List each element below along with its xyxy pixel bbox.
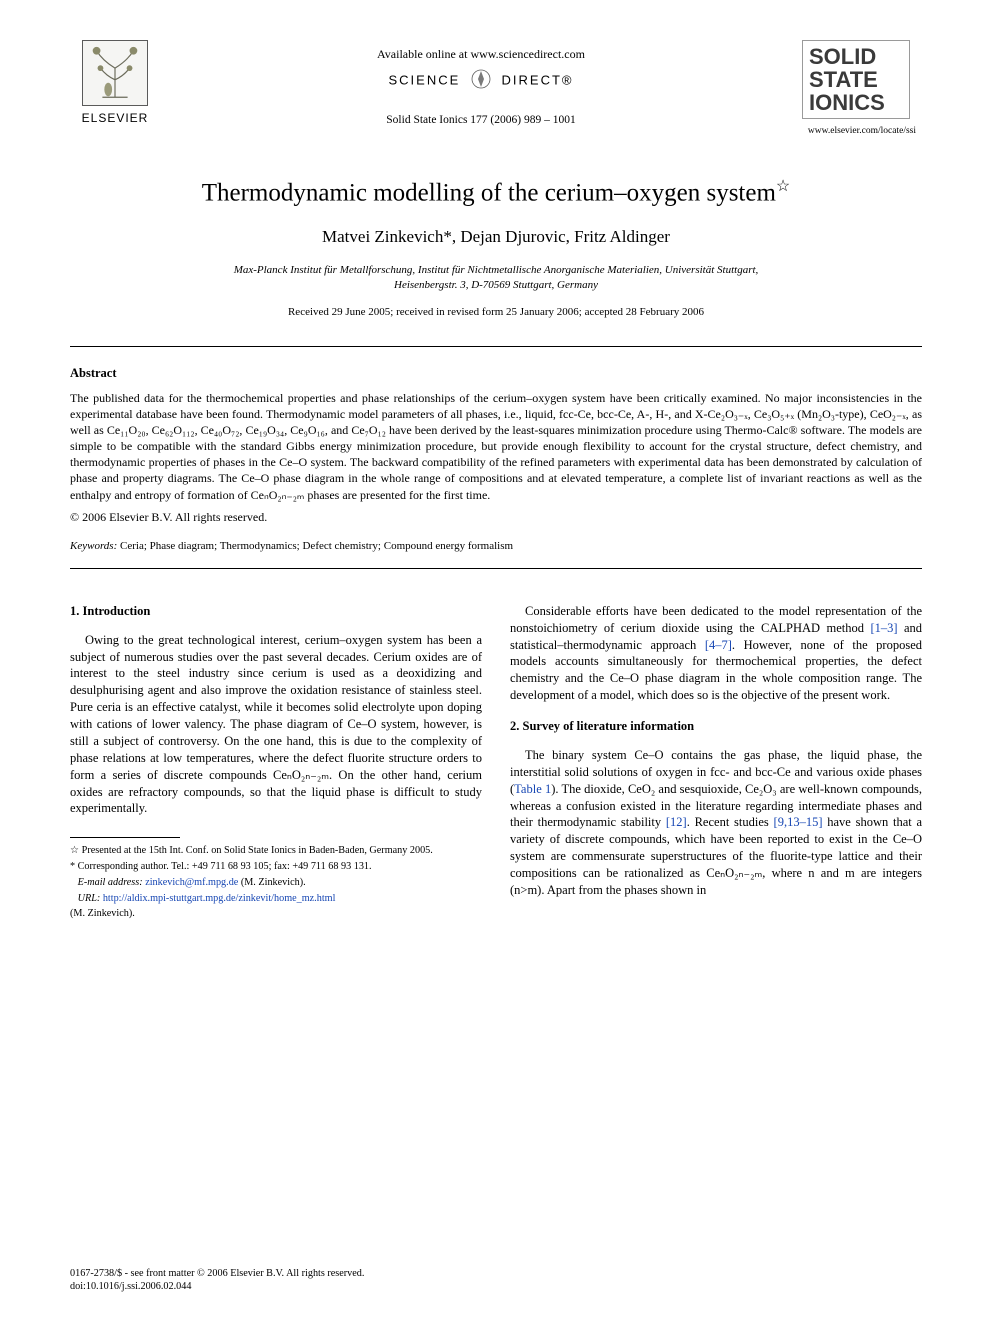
left-column: 1. Introduction Owing to the great techn… [70,603,482,923]
sd-compass-icon [470,68,492,95]
intro-paragraph: Owing to the great technological interes… [70,632,482,818]
footnote-url: URL: http://aldix.mpi-stuttgart.mpg.de/z… [70,892,482,906]
intro-paragraph-2: Considerable efforts have been dedicated… [510,603,922,704]
p2-part-a: Considerable efforts have been dedicated… [510,604,922,635]
section-2-heading: 2. Survey of literature information [510,718,922,735]
right-column: Considerable efforts have been dedicated… [510,603,922,923]
footnote-separator [70,837,180,838]
publisher-name: ELSEVIER [70,110,160,126]
footnotes-block: ☆ Presented at the 15th Int. Conf. on So… [70,844,482,921]
elsevier-tree-icon [82,40,148,106]
science-direct-brand: SCIENCE DIRECT® [160,68,802,95]
affiliation-line: Max-Planck Institut für Metallforschung,… [70,263,922,278]
url-link[interactable]: http://aldix.mpi-stuttgart.mpg.de/zinkev… [103,893,336,904]
table-link[interactable]: Table 1 [514,782,551,796]
rule-above-abstract [70,346,922,347]
email-link[interactable]: zinkevich@mf.mpg.de [145,877,238,888]
journal-title-box: SOLID STATE IONICS [802,40,910,119]
publisher-logo: ELSEVIER [70,40,160,126]
affiliation-line: Heisenbergstr. 3, D-70569 Stuttgart, Ger… [70,278,922,293]
abstract-body: The published data for the thermochemica… [70,390,922,503]
footnote-star: ☆ Presented at the 15th Int. Conf. on So… [70,844,482,858]
email-label: E-mail address: [78,877,146,888]
footnote-email: E-mail address: zinkevich@mf.mpg.de (M. … [70,876,482,890]
affiliation: Max-Planck Institut für Metallforschung,… [70,263,922,293]
footnote-url-tail: (M. Zinkevich). [70,907,482,921]
rule-below-keywords [70,568,922,569]
journal-logo-block: SOLID STATE IONICS www.elsevier.com/loca… [802,40,922,138]
citation-link[interactable]: [9,13–15] [774,815,823,829]
journal-box-line: SOLID [809,45,903,68]
citation-link[interactable]: [4–7] [705,638,732,652]
survey-paragraph: The binary system Ce–O contains the gas … [510,747,922,899]
available-online-text: Available online at www.sciencedirect.co… [160,46,802,62]
citation-link[interactable]: [1–3] [870,621,897,635]
sd-left: SCIENCE [388,73,460,88]
journal-reference: Solid State Ionics 177 (2006) 989 – 1001 [160,113,802,129]
abstract-copyright: © 2006 Elsevier B.V. All rights reserved… [70,509,922,525]
citation-link[interactable]: [12] [666,815,687,829]
abstract-heading: Abstract [70,365,922,382]
sd-right: DIRECT® [502,73,574,88]
keywords-line: Keywords: Ceria; Phase diagram; Thermody… [70,539,922,554]
footer-front-matter: 0167-2738/$ - see front matter © 2006 El… [70,1267,364,1280]
keywords-list: Ceria; Phase diagram; Thermodynamics; De… [117,540,513,552]
email-tail: (M. Zinkevich). [238,877,305,888]
footnote-corresponding: * Corresponding author. Tel.: +49 711 68… [70,860,482,874]
s2-part-c: . Recent studies [687,815,774,829]
journal-box-line: IONICS [809,91,903,114]
keywords-label: Keywords: [70,540,117,552]
journal-box-line: STATE [809,68,903,91]
center-header: Available online at www.sciencedirect.co… [160,40,802,128]
page-header: ELSEVIER Available online at www.science… [70,40,922,138]
journal-url: www.elsevier.com/locate/ssi [802,125,922,138]
page-footer: 0167-2738/$ - see front matter © 2006 El… [70,1267,364,1294]
body-columns: 1. Introduction Owing to the great techn… [70,603,922,923]
author-list: Matvei Zinkevich*, Dejan Djurovic, Fritz… [70,226,922,249]
url-label: URL: [78,893,103,904]
section-1-heading: 1. Introduction [70,603,482,620]
footer-doi: doi:10.1016/j.ssi.2006.02.044 [70,1280,364,1293]
title-text: Thermodynamic modelling of the cerium–ox… [202,179,776,206]
article-title: Thermodynamic modelling of the cerium–ox… [70,176,922,210]
article-dates: Received 29 June 2005; received in revis… [70,305,922,320]
title-footnote-marker: ☆ [776,178,790,195]
